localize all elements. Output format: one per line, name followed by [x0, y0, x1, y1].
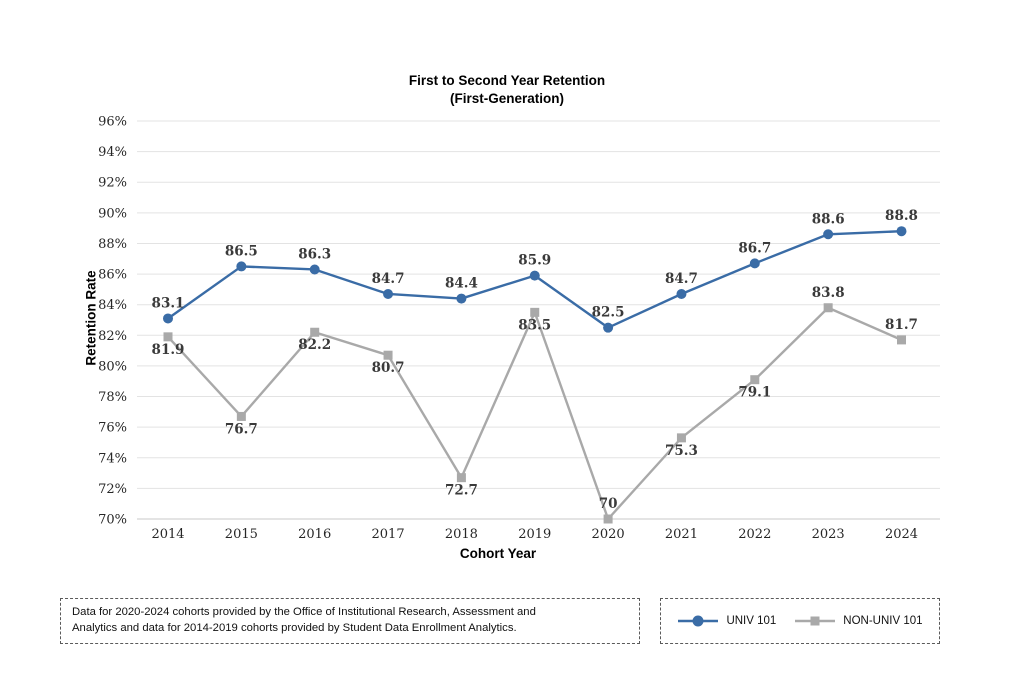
point-non-univ-101-2014: [163, 332, 173, 342]
x-tick-label-2017: 2017: [372, 527, 405, 542]
x-tick-label-2021: 2021: [665, 527, 698, 542]
y-tick-label-80: 80%: [98, 359, 127, 374]
point-non-univ-101-2020: [603, 514, 613, 524]
y-tick-label-84: 84%: [98, 298, 127, 313]
legend-item-non-univ-101: NON-UNIV 101: [794, 614, 923, 628]
univ-101-line-marker-icon: [678, 615, 719, 627]
value-label-non-univ-101-2024: 81.7: [885, 317, 918, 333]
non-univ-101-line-marker-icon: [795, 616, 836, 626]
x-tick-label-2019: 2019: [518, 527, 551, 542]
point-non-univ-101-2022: [750, 375, 760, 385]
y-tick-label-94: 94%: [98, 145, 127, 160]
value-label-non-univ-101-2014: 81.9: [152, 342, 185, 358]
point-univ-101-2020: [603, 322, 614, 333]
point-non-univ-101-2017: [383, 350, 393, 360]
point-non-univ-101-2024: [897, 335, 906, 345]
legend-item-univ-101: UNIV 101: [677, 614, 776, 628]
point-univ-101-2022: [749, 258, 760, 269]
value-label-non-univ-101-2018: 72.7: [445, 483, 478, 499]
value-label-univ-101-2023: 88.6: [812, 211, 845, 227]
value-label-univ-101-2017: 84.7: [372, 271, 405, 287]
chart-title-line1: First to Second Year Retention: [408, 73, 606, 88]
x-tick-label-2015: 2015: [225, 527, 258, 542]
point-univ-101-2017: [383, 288, 394, 299]
value-label-non-univ-101-2017: 80.7: [372, 360, 405, 376]
y-tick-label-72: 72%: [98, 482, 127, 497]
value-label-univ-101-2022: 86.7: [738, 240, 771, 256]
x-axis-title: Cohort Year: [459, 546, 537, 561]
value-label-univ-101-2018: 84.4: [445, 276, 478, 292]
legend-label-univ-101: UNIV 101: [726, 615, 777, 627]
value-label-univ-101-2016: 86.3: [298, 246, 331, 262]
point-non-univ-101-2019: [530, 307, 540, 317]
chart-title: First to Second Year Retention (First-Ge…: [0, 72, 1014, 107]
point-univ-101-2019: [529, 270, 540, 281]
point-non-univ-101-2018: [456, 473, 466, 483]
value-label-non-univ-101-2020: 70: [599, 496, 618, 512]
point-univ-101-2015: [236, 261, 247, 272]
series-line-non-univ-101: [166, 306, 903, 521]
x-tick-label-2014: 2014: [151, 527, 184, 542]
y-tick-label-76: 76%: [98, 421, 127, 436]
value-label-non-univ-101-2022: 79.1: [738, 385, 771, 401]
point-univ-101-2018: [456, 293, 467, 304]
source-note-box: Data for 2020-2024 cohorts provided by t…: [60, 598, 640, 644]
value-label-non-univ-101-2016: 82.2: [298, 337, 331, 353]
value-label-non-univ-101-2019: 83.5: [518, 317, 551, 333]
point-non-univ-101-2023: [823, 303, 833, 313]
point-univ-101-2014: [163, 313, 173, 324]
x-tick-label-2022: 2022: [738, 527, 771, 542]
value-label-non-univ-101-2021: 75.3: [665, 443, 698, 459]
point-univ-101-2016: [309, 264, 320, 275]
x-tick-label-2020: 2020: [592, 527, 625, 542]
point-univ-101-2024: [896, 226, 907, 237]
point-univ-101-2023: [823, 229, 834, 240]
y-tick-label-82: 82%: [98, 329, 127, 344]
value-label-non-univ-101-2015: 76.7: [225, 421, 258, 437]
point-non-univ-101-2015: [236, 411, 246, 421]
source-note-line2: Analytics and data for 2014-2019 cohorts…: [72, 621, 517, 634]
point-non-univ-101-2016: [310, 327, 320, 337]
chart-title-line2: (First-Generation): [449, 90, 564, 106]
value-label-univ-101-2014: 83.1: [152, 295, 185, 311]
value-label-univ-101-2019: 85.9: [518, 253, 551, 269]
legend: UNIV 101 NON-UNIV 101: [660, 598, 940, 644]
point-non-univ-101-2021: [676, 433, 686, 443]
y-tick-label-86: 86%: [98, 268, 127, 283]
y-tick-label-90: 90%: [98, 206, 127, 221]
value-label-univ-101-2021: 84.7: [665, 271, 698, 287]
x-tick-label-2023: 2023: [812, 527, 845, 542]
y-tick-label-88: 88%: [98, 237, 127, 252]
y-axis-title: Retention Rate: [83, 270, 99, 366]
legend-label-non-univ-101: NON-UNIV 101: [843, 615, 923, 627]
value-label-univ-101-2024: 88.8: [885, 208, 918, 224]
value-label-univ-101-2020: 82.5: [592, 305, 625, 321]
y-tick-label-70: 70%: [98, 513, 127, 528]
x-tick-label-2018: 2018: [445, 527, 478, 542]
source-note-line1: Data for 2020-2024 cohorts provided by t…: [72, 606, 536, 618]
y-tick-label-78: 78%: [98, 390, 127, 405]
y-tick-label-92: 92%: [98, 176, 127, 191]
x-tick-label-2024: 2024: [885, 527, 918, 542]
value-label-non-univ-101-2023: 83.8: [812, 285, 845, 301]
y-tick-label-74: 74%: [98, 451, 127, 466]
point-univ-101-2021: [676, 288, 687, 299]
value-label-univ-101-2015: 86.5: [225, 243, 258, 259]
x-tick-label-2016: 2016: [298, 527, 331, 542]
y-tick-label-96: 96%: [98, 115, 127, 130]
